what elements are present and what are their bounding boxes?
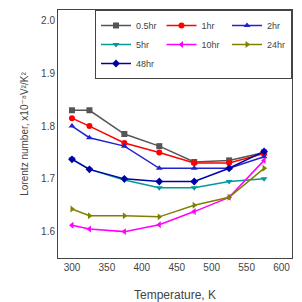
svg-text:1.9: 1.9 bbox=[41, 68, 55, 79]
svg-text:2.0: 2.0 bbox=[41, 15, 55, 26]
svg-text:1.7: 1.7 bbox=[41, 173, 55, 184]
svg-text:300: 300 bbox=[64, 262, 81, 273]
svg-text:1.8: 1.8 bbox=[41, 121, 55, 132]
svg-text:450: 450 bbox=[168, 262, 185, 273]
svg-text:500: 500 bbox=[203, 262, 220, 273]
svg-text:24hr: 24hr bbox=[267, 40, 285, 50]
svg-text:0.5hr: 0.5hr bbox=[136, 21, 157, 31]
svg-text:2hr: 2hr bbox=[267, 21, 280, 31]
svg-text:5hr: 5hr bbox=[136, 40, 149, 50]
svg-text:10hr: 10hr bbox=[202, 40, 220, 50]
svg-text:400: 400 bbox=[133, 262, 150, 273]
svg-text:Temperature, K: Temperature, K bbox=[134, 288, 216, 302]
svg-text:1.6: 1.6 bbox=[41, 226, 55, 237]
svg-text:1hr: 1hr bbox=[202, 21, 215, 31]
svg-text:Lorentz number, x10⁻⁸V²/K²: Lorentz number, x10⁻⁸V²/K² bbox=[19, 72, 30, 196]
svg-text:350: 350 bbox=[99, 262, 116, 273]
svg-text:600: 600 bbox=[273, 262, 290, 273]
svg-text:48hr: 48hr bbox=[136, 59, 154, 69]
svg-text:550: 550 bbox=[238, 262, 255, 273]
